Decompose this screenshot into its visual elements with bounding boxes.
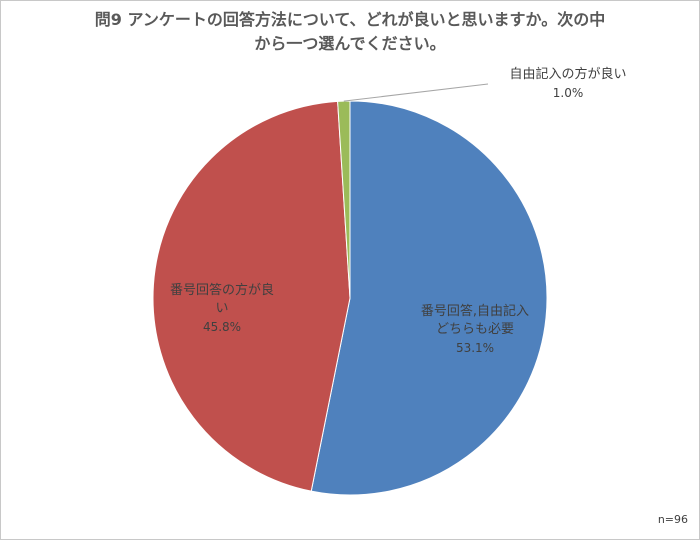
slice-label-both: 番号回答,自由記入 どちらも必要 53.1% bbox=[395, 303, 555, 357]
slice-label-both-line-1: 番号回答,自由記入 bbox=[420, 304, 530, 319]
chart-title-line-1: 問9 アンケートの回答方法について、どれが良いと思いますか。次の中 bbox=[94, 10, 606, 29]
slice-percent-free: 1.0% bbox=[552, 86, 584, 100]
slice-label-number: 番号回答の方が良 い 45.8% bbox=[152, 282, 292, 336]
slice-percent-both: 53.1% bbox=[455, 341, 495, 355]
slice-number-only bbox=[152, 100, 351, 492]
chart-title-line-2: から一つ選んでください。 bbox=[254, 34, 446, 53]
slice-label-number-line-1: 番号回答の方が良 bbox=[169, 283, 274, 298]
leader-line-free-text bbox=[343, 83, 489, 102]
slice-label-free: 自由記入の方が良い 1.0% bbox=[478, 66, 658, 102]
slice-percent-number: 45.8% bbox=[202, 320, 242, 334]
sample-size-note: n=96 bbox=[657, 513, 688, 526]
slice-label-both-line-2: どちらも必要 bbox=[435, 322, 514, 337]
slice-label-number-line-2: い bbox=[215, 301, 229, 316]
slice-label-free-line-1: 自由記入の方が良い bbox=[509, 67, 627, 82]
slice-both bbox=[310, 100, 548, 496]
